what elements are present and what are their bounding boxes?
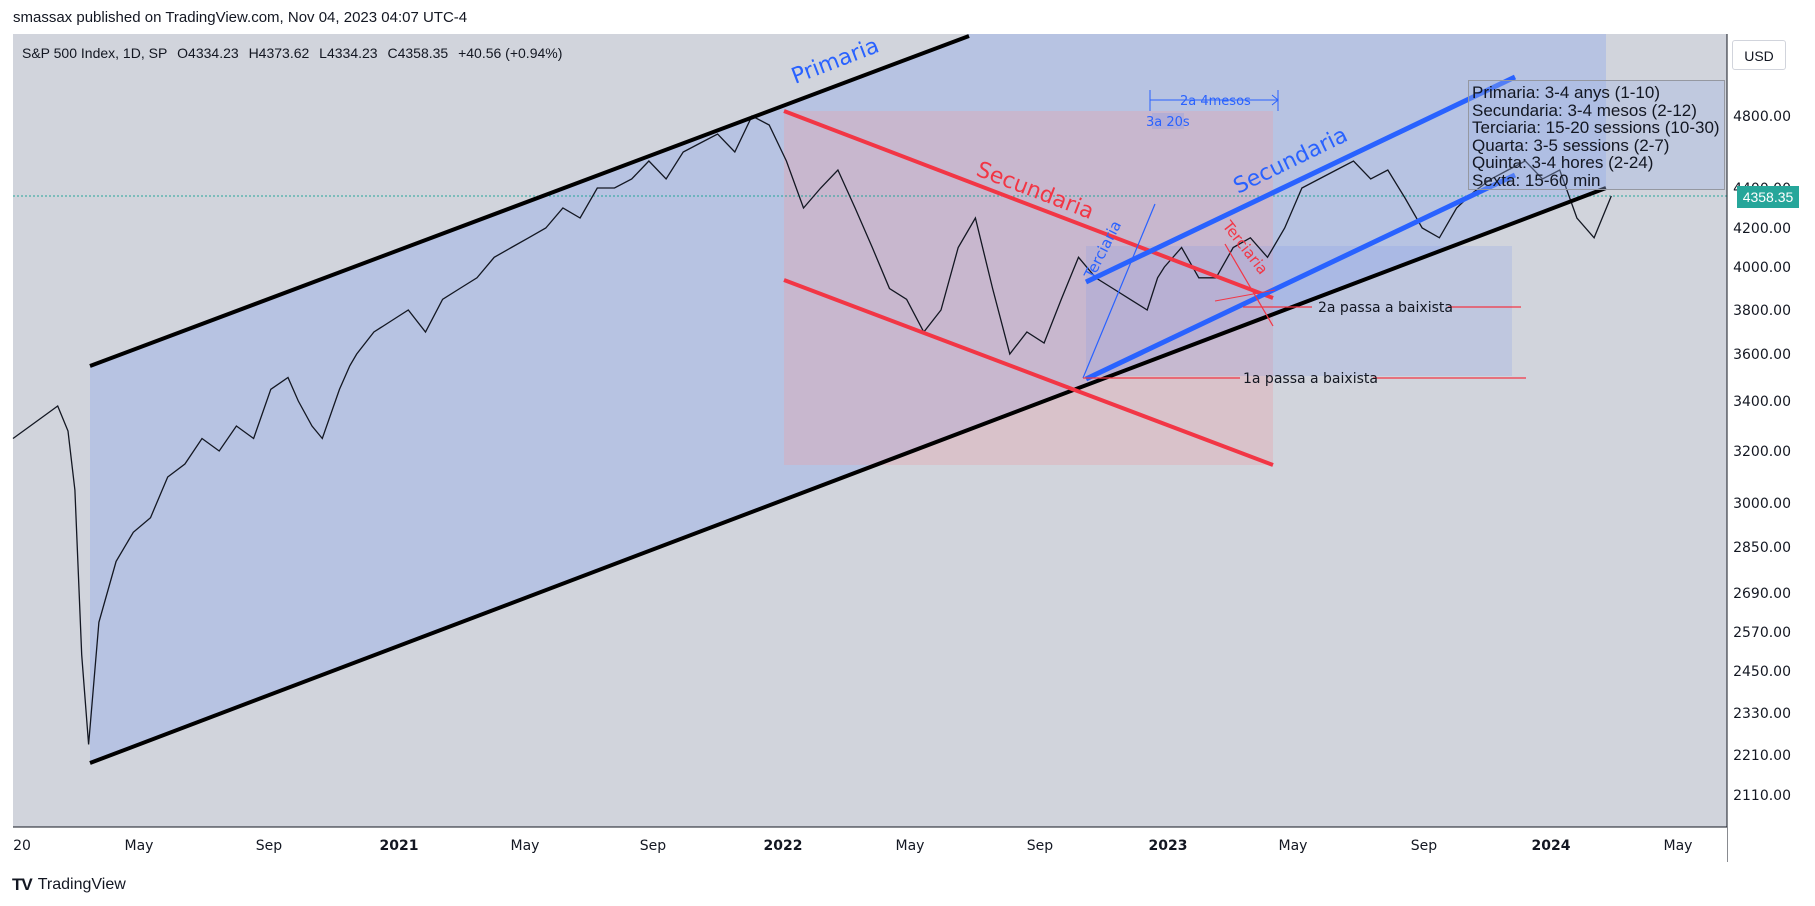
- price-axis-labels: 2110.00 2210.00 2330.00 2450.00 2570.00 2690.…: [1733, 109, 1791, 804]
- note-line: Terciaria: 15-20 sessions (10-30): [1472, 118, 1720, 138]
- note-line: Sexta: 15-60 min: [1472, 170, 1601, 190]
- price-tick-label: 2210.00: [1733, 748, 1791, 764]
- time-tick-label: May: [896, 838, 925, 854]
- time-axis[interactable]: [13, 827, 1727, 862]
- time-tick-label: 2021: [380, 838, 419, 854]
- time-tick-label: 20: [13, 838, 31, 854]
- break-2-label: 2a passa a baixista: [1318, 300, 1453, 316]
- price-tick-label: 2850.00: [1733, 540, 1791, 556]
- note-line: Primaria: 3-4 anys (1-10): [1472, 83, 1661, 102]
- price-tick-label: 2690.00: [1733, 586, 1791, 602]
- price-tick-label: 3600.00: [1733, 347, 1791, 363]
- time-tick-label: Sep: [640, 838, 667, 854]
- primaria-lower-line[interactable]: [89, 186, 1607, 765]
- price-tick-label: 2330.00: [1733, 706, 1791, 722]
- price-tick-label: 3400.00: [1733, 394, 1791, 410]
- brand-name: TradingView: [37, 876, 126, 893]
- currency-button[interactable]: USD: [1732, 40, 1786, 70]
- time-tick-label: Sep: [1027, 838, 1054, 854]
- legend-symbol[interactable]: S&P 500 Index, 1D, SP: [22, 45, 168, 61]
- wave-duration-note[interactable]: Primaria: 3-4 anys (1-10) Secundaria: 3-…: [1468, 80, 1725, 190]
- range-2a-arrow: [1271, 94, 1279, 106]
- terciaria-red-cross: [1214, 289, 1276, 302]
- legend-close: C4358.35: [387, 45, 449, 61]
- note-line: Quarta: 3-5 sessions (2-7): [1472, 135, 1670, 155]
- secundaria-blue-upper-line[interactable]: [1084, 74, 1517, 285]
- break-1-label: 1a passa a baixista: [1243, 371, 1378, 387]
- terciaria-blue-line[interactable]: [1082, 203, 1156, 379]
- last-price-badge: 4358.35: [1737, 186, 1799, 208]
- price-tick-label: 3000.00: [1733, 496, 1791, 512]
- trend-channels[interactable]: [89, 34, 1607, 765]
- time-tick-label: 2022: [764, 838, 803, 854]
- time-tick-label: Sep: [256, 838, 283, 854]
- price-tick-label: 3200.00: [1733, 444, 1791, 460]
- price-tick-label: 2450.00: [1733, 664, 1791, 680]
- legend-high: H4373.62: [248, 45, 310, 61]
- legend-low: L4334.23: [319, 45, 378, 61]
- footer-brand[interactable]: TV TradingView: [12, 875, 126, 895]
- note-line: Quinta: 3-4 hores (2-24): [1472, 153, 1654, 173]
- secundaria-red-lower-line[interactable]: [783, 278, 1274, 467]
- note-line: Secundaria: 3-4 mesos (2-12): [1472, 100, 1697, 120]
- tradingview-logo-icon: TV: [12, 875, 33, 894]
- range-3a-label: 3a 20s: [1146, 115, 1190, 130]
- time-tick-label: May: [1279, 838, 1308, 854]
- price-tick-label: 3800.00: [1733, 303, 1791, 319]
- range-2a-label: 2a 4mesos: [1180, 94, 1251, 109]
- secondary-up-fill: [1086, 246, 1512, 376]
- price-tick-label: 2110.00: [1733, 788, 1791, 804]
- price-tick-label: 2570.00: [1733, 625, 1791, 641]
- legend-open: O4334.23: [177, 45, 239, 61]
- time-tick-label: 2023: [1149, 838, 1188, 854]
- price-tick-label: 4200.00: [1733, 221, 1791, 237]
- symbol-legend[interactable]: S&P 500 Index, 1D, SP O4334.23 H4373.62 …: [22, 45, 568, 61]
- legend-change: +40.56 (+0.94%): [458, 45, 563, 61]
- price-tick-label: 4800.00: [1733, 109, 1791, 125]
- terciaria-red-line[interactable]: [1224, 243, 1274, 327]
- primaria-upper-line[interactable]: [89, 34, 970, 368]
- time-tick-label: May: [511, 838, 540, 854]
- publisher-line: smassax published on TradingView.com, No…: [13, 9, 468, 26]
- time-tick-label: Sep: [1411, 838, 1438, 854]
- price-tick-label: 4000.00: [1733, 260, 1791, 276]
- range-3a-box: [1152, 113, 1184, 129]
- secundaria-red-upper-line[interactable]: [783, 109, 1274, 300]
- price-line: [12, 115, 1612, 745]
- time-tick-label: May: [125, 838, 154, 854]
- secundaria-blue-lower-line[interactable]: [1084, 172, 1517, 382]
- time-tick-label: 2024: [1532, 838, 1571, 854]
- time-axis-labels: 20 May Sep 2021 May Sep 2022 May Sep 2023 May Sep 20…: [13, 838, 1692, 854]
- price-axis[interactable]: [1727, 34, 1798, 827]
- price-series: [12, 115, 1612, 745]
- time-tick-label: May: [1664, 838, 1693, 854]
